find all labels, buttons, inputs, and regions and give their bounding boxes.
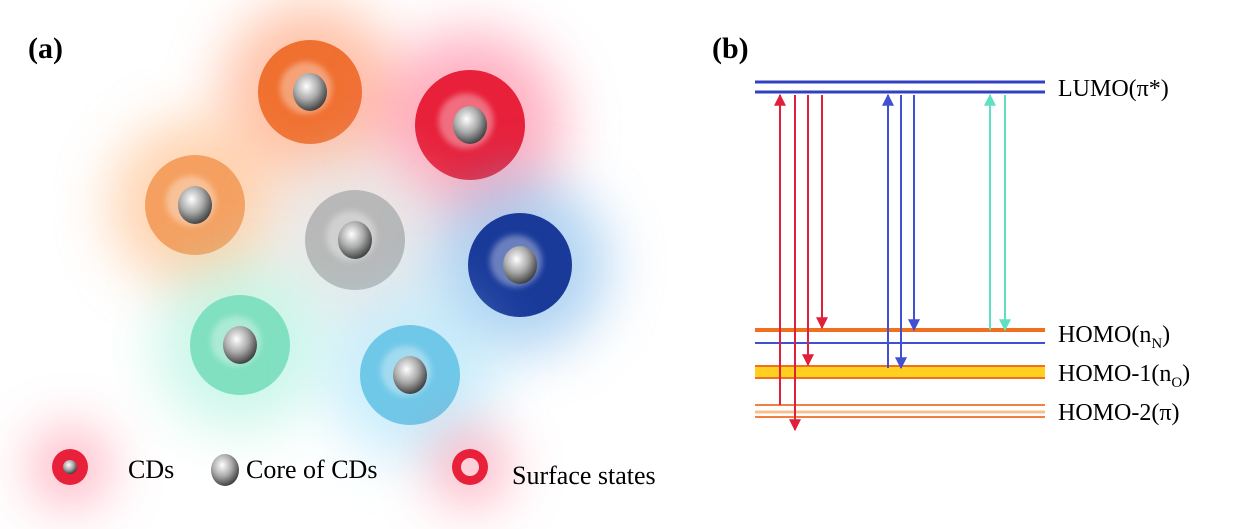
cd-particles [110,4,608,460]
level-labels: LUMO(π*)HOMO(nN)HOMO-1(nO)HOMO-2(π) [1058,76,1190,426]
level-tail: ) [1162,322,1170,348]
core [178,186,212,224]
legend-label: Core of CDs [246,455,377,484]
level-text: HOMO(n [1058,322,1151,348]
level-sub: N [1151,336,1162,352]
level-sub: O [1171,375,1182,391]
core [503,246,537,284]
transitions [780,95,1005,430]
core [393,356,427,394]
level-text: HOMO-2(π) [1058,400,1179,426]
level-label: HOMO-1(nO) [1058,361,1190,391]
level-text: LUMO(π*) [1058,76,1169,102]
level-label: HOMO(nN) [1058,322,1170,352]
core [223,326,257,364]
core [338,221,372,259]
legend: CDs Core of CDs Surface states [32,429,656,505]
legend-label: Surface states [512,461,656,490]
legend-label: CDs [128,455,174,484]
core [293,73,327,111]
panel-label: (b) [712,32,749,65]
panel-label: (a) [28,32,63,65]
level-text: HOMO-1(n [1058,361,1171,387]
level-label: HOMO-2(π) [1058,400,1179,426]
level-tail: ) [1182,361,1190,387]
core [453,106,487,144]
level-label: LUMO(π*) [1058,76,1169,102]
figure: (a) (b) CDs Core of CDs Surface states L… [0,0,1251,529]
